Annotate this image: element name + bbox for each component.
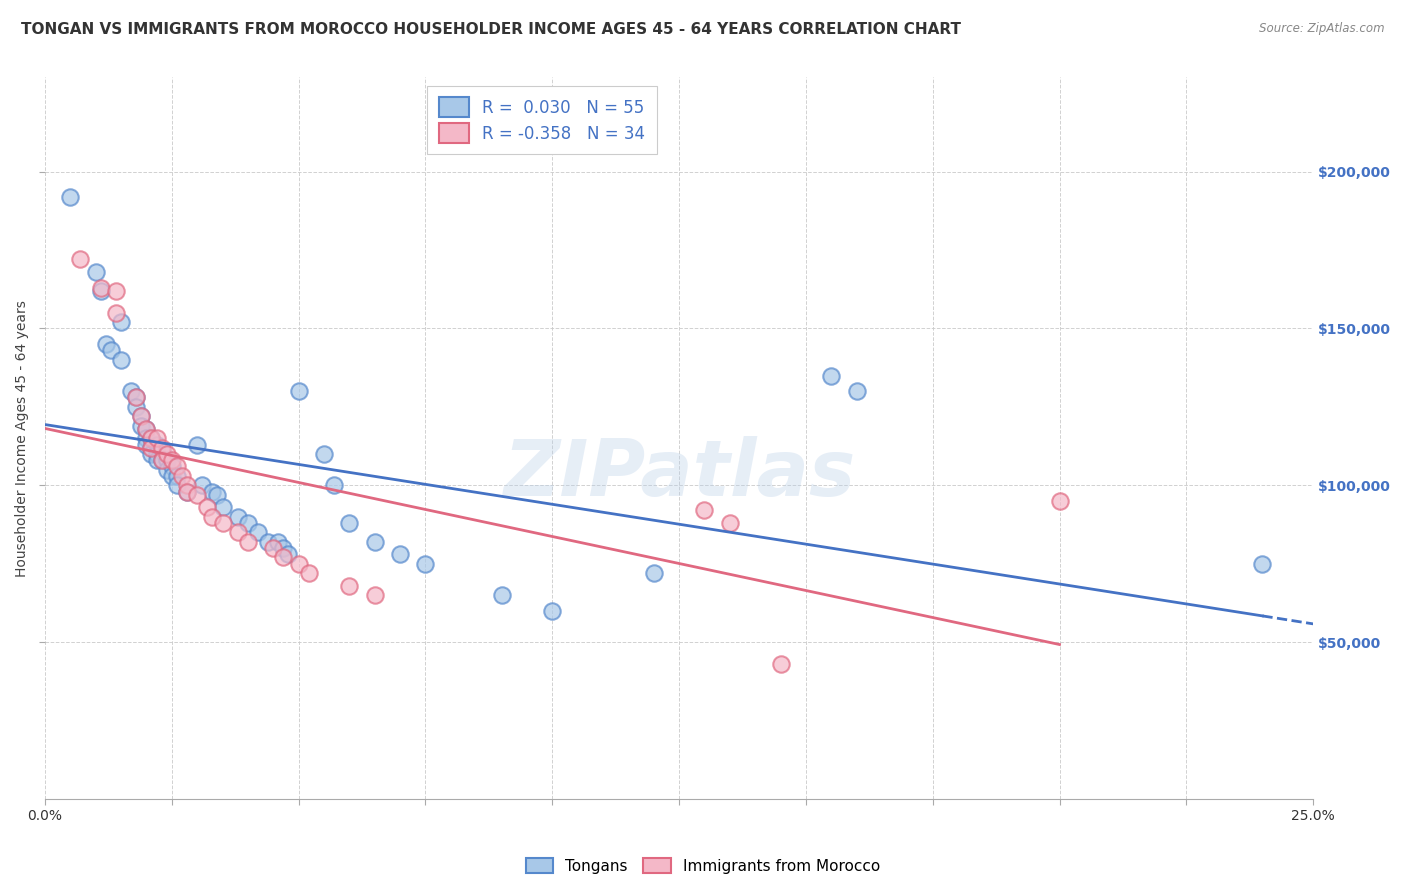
Point bbox=[135, 437, 157, 451]
Point bbox=[186, 437, 208, 451]
Point bbox=[273, 541, 295, 555]
Point bbox=[643, 566, 665, 581]
Point bbox=[145, 437, 167, 451]
Point bbox=[170, 469, 193, 483]
Point bbox=[90, 284, 112, 298]
Point bbox=[135, 422, 157, 436]
Point bbox=[1251, 557, 1274, 571]
Point bbox=[267, 534, 290, 549]
Point bbox=[131, 409, 153, 424]
Point bbox=[207, 488, 229, 502]
Point bbox=[298, 566, 321, 581]
Point bbox=[90, 280, 112, 294]
Point bbox=[236, 516, 259, 530]
Point bbox=[125, 400, 148, 414]
Text: Source: ZipAtlas.com: Source: ZipAtlas.com bbox=[1260, 22, 1385, 36]
Point bbox=[277, 547, 299, 561]
Point bbox=[211, 516, 233, 530]
Point bbox=[415, 557, 437, 571]
Point bbox=[201, 484, 224, 499]
Text: TONGAN VS IMMIGRANTS FROM MOROCCO HOUSEHOLDER INCOME AGES 45 - 64 YEARS CORRELAT: TONGAN VS IMMIGRANTS FROM MOROCCO HOUSEH… bbox=[21, 22, 962, 37]
Point bbox=[110, 315, 132, 329]
Point bbox=[176, 484, 198, 499]
Point bbox=[273, 550, 295, 565]
Point bbox=[195, 500, 218, 515]
Point bbox=[820, 368, 842, 383]
Point bbox=[166, 478, 188, 492]
Point bbox=[236, 534, 259, 549]
Point bbox=[145, 431, 167, 445]
Point bbox=[166, 469, 188, 483]
Point bbox=[769, 657, 792, 672]
Point bbox=[94, 337, 117, 351]
Point bbox=[120, 384, 142, 399]
Point bbox=[104, 306, 127, 320]
Point bbox=[323, 478, 346, 492]
Point bbox=[104, 284, 127, 298]
Point bbox=[312, 447, 335, 461]
Point bbox=[135, 422, 157, 436]
Legend: Tongans, Immigrants from Morocco: Tongans, Immigrants from Morocco bbox=[520, 852, 886, 880]
Point bbox=[166, 459, 188, 474]
Point bbox=[131, 418, 153, 433]
Point bbox=[1049, 494, 1071, 508]
Point bbox=[191, 478, 214, 492]
Point bbox=[125, 391, 148, 405]
Point bbox=[160, 453, 183, 467]
Legend: R =  0.030   N = 55, R = -0.358   N = 34: R = 0.030 N = 55, R = -0.358 N = 34 bbox=[427, 86, 657, 154]
Point bbox=[186, 488, 208, 502]
Point bbox=[363, 588, 385, 602]
Point bbox=[135, 431, 157, 445]
Point bbox=[363, 534, 385, 549]
Point bbox=[337, 516, 360, 530]
Point bbox=[84, 265, 107, 279]
Point bbox=[145, 447, 167, 461]
Point bbox=[389, 547, 412, 561]
Point bbox=[693, 503, 716, 517]
Point bbox=[156, 453, 179, 467]
Point bbox=[541, 604, 564, 618]
Point bbox=[150, 443, 173, 458]
Point bbox=[125, 391, 148, 405]
Point bbox=[141, 441, 163, 455]
Point bbox=[131, 409, 153, 424]
Point bbox=[145, 453, 167, 467]
Y-axis label: Householder Income Ages 45 - 64 years: Householder Income Ages 45 - 64 years bbox=[15, 300, 30, 577]
Point bbox=[226, 509, 249, 524]
Point bbox=[176, 478, 198, 492]
Point bbox=[247, 525, 270, 540]
Point bbox=[176, 484, 198, 499]
Point bbox=[257, 534, 280, 549]
Point bbox=[141, 447, 163, 461]
Point bbox=[110, 352, 132, 367]
Point bbox=[69, 252, 91, 267]
Point bbox=[201, 509, 224, 524]
Text: ZIPatlas: ZIPatlas bbox=[503, 436, 855, 512]
Point bbox=[150, 453, 173, 467]
Point bbox=[287, 557, 309, 571]
Point bbox=[59, 189, 82, 203]
Point bbox=[845, 384, 868, 399]
Point bbox=[287, 384, 309, 399]
Point bbox=[160, 459, 183, 474]
Point bbox=[491, 588, 513, 602]
Point bbox=[226, 525, 249, 540]
Point bbox=[150, 453, 173, 467]
Point bbox=[718, 516, 741, 530]
Point bbox=[100, 343, 122, 358]
Point bbox=[141, 431, 163, 445]
Point bbox=[211, 500, 233, 515]
Point bbox=[337, 579, 360, 593]
Point bbox=[150, 441, 173, 455]
Point bbox=[156, 462, 179, 476]
Point bbox=[141, 431, 163, 445]
Point bbox=[262, 541, 284, 555]
Point bbox=[156, 447, 179, 461]
Point bbox=[160, 469, 183, 483]
Point bbox=[141, 441, 163, 455]
